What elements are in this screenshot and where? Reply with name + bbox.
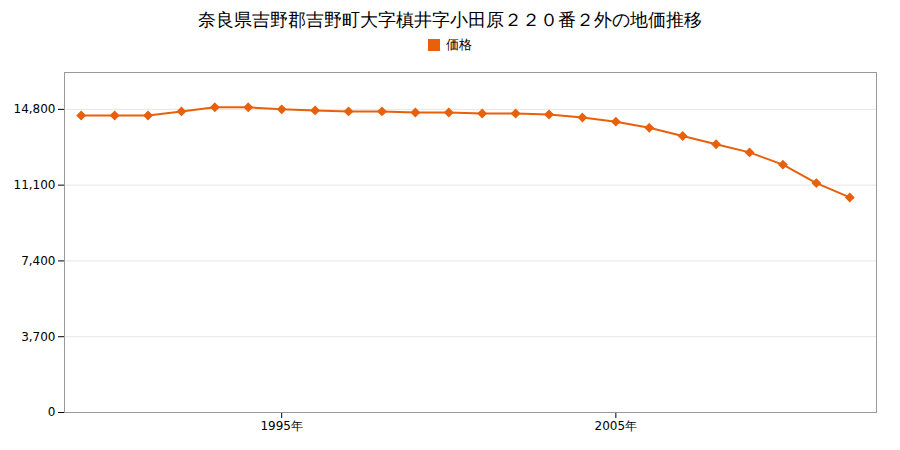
svg-text:11,100: 11,100 bbox=[14, 178, 56, 192]
svg-text:7,400: 7,400 bbox=[21, 254, 55, 268]
svg-text:2005年: 2005年 bbox=[595, 419, 638, 433]
svg-text:1995年: 1995年 bbox=[260, 419, 303, 433]
svg-text:14,800: 14,800 bbox=[14, 102, 56, 116]
html-text:奈良県吉野郡吉野町大字槙井字小田原２２０番２外の地価推移: 奈良県吉野郡吉野町大字槙井字小田原２２０番２外の地価推移 bbox=[198, 9, 702, 30]
svg-text:3,700: 3,700 bbox=[21, 330, 55, 344]
svg-text:0: 0 bbox=[48, 405, 56, 419]
html-text:価格: 価格 bbox=[446, 37, 472, 52]
